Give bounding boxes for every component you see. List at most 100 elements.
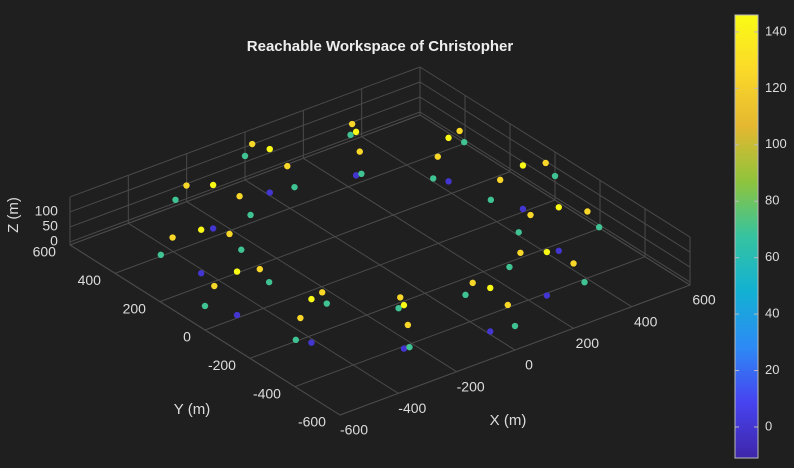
point [308,339,315,346]
point [487,328,494,335]
point [284,162,291,170]
colorbar: 0 20 40 60 80 100 120 140 [734,14,787,459]
grid-line [204,199,556,331]
point [233,311,241,319]
point [515,229,522,236]
point [183,182,190,189]
y-tick-label: 600 [33,244,57,260]
point [460,138,468,146]
chart-title: Reachable Workspace of Christopher [247,38,514,55]
x-tick-label: 0 [525,357,533,373]
point [570,260,577,267]
point [551,172,559,180]
colorbar-tick-label: 100 [765,136,787,151]
point [519,205,527,213]
point [209,181,217,189]
point [543,248,551,256]
point [487,196,495,204]
point [308,295,315,303]
y-tick-label: -200 [208,357,236,373]
x-tick-label: 200 [576,335,600,351]
y-tick-label: 200 [123,300,147,316]
point [352,128,360,136]
point [404,321,412,329]
point [584,208,591,215]
point [352,172,360,179]
point [297,314,304,322]
point [238,246,245,253]
point [347,131,354,139]
point [504,301,511,309]
x-tick-label: -400 [398,400,426,416]
point [266,189,273,196]
point [400,345,408,352]
colorbar-tick-label: 40 [765,306,779,321]
point [445,134,452,142]
point [209,225,217,232]
point [319,289,326,296]
point [201,302,209,310]
grid-line [339,284,691,416]
point [445,178,452,185]
point [292,336,300,344]
point [406,343,413,351]
colorbar-tick-label: 60 [765,249,779,264]
point [517,249,524,256]
point [430,175,437,182]
point [211,282,218,290]
point [462,291,469,299]
grid-line [114,142,466,274]
grid-line [69,96,421,228]
colorbar-tick-label: 20 [765,362,779,377]
grid-line [69,111,421,243]
grid-line [159,171,511,303]
grid-line [419,81,691,253]
point [356,148,363,155]
x-tick-label: -200 [457,378,485,394]
y-tick-label: -400 [253,385,281,401]
x-tick-label: 600 [692,292,716,308]
y-tick-label: -600 [298,414,326,430]
point [595,223,603,231]
point [434,153,441,160]
colorbar-tick-label: 80 [765,193,779,208]
point [456,127,463,135]
point [400,301,408,309]
point [511,322,519,330]
grid-line [419,96,691,268]
point [256,265,264,273]
point [496,176,504,184]
z-tick-label: 0 [50,233,58,249]
grid-line [69,114,421,246]
point [157,251,165,259]
point [291,183,298,191]
point [197,270,205,277]
x-tick-label: -600 [340,422,368,438]
point [527,211,534,219]
point [249,140,256,148]
x-axis-label: X (m) [490,412,527,429]
point [469,279,476,287]
y-tick-label: 400 [78,272,102,288]
colorbar-tick-label: 140 [765,23,787,38]
colorbar-tick-label: 0 [765,418,772,433]
point [487,284,494,292]
grid-line [249,227,601,359]
point [555,247,563,254]
point [233,268,241,275]
grid-line [69,81,421,213]
point [247,211,254,219]
point [358,170,365,178]
point [265,278,273,286]
grid-line [294,256,646,388]
x-tick-label: 400 [634,313,658,329]
plot-area: -600 -400 -200 0 200 400 600 -600 -400 -200 0 200 40… [33,66,716,438]
point [397,294,404,301]
point [543,292,551,299]
z-tick-label: 50 [42,218,58,234]
z-axis-label: Z (m) [5,197,22,233]
y-tick-label: 0 [183,329,191,345]
point [266,145,273,153]
